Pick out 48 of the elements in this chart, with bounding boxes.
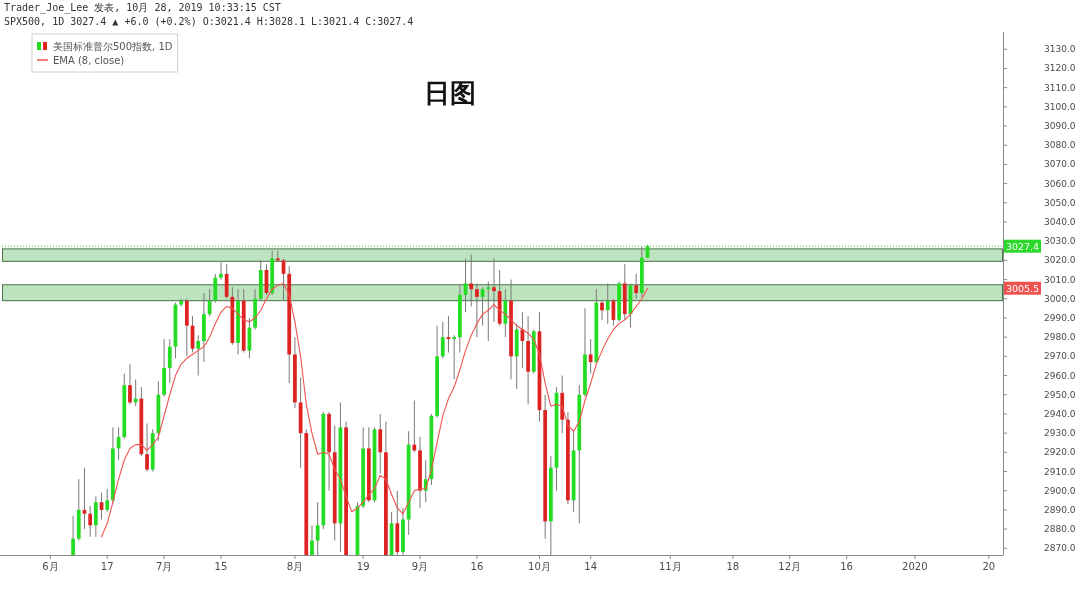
legend-label: 美国标准普尔500指数, 1D xyxy=(53,40,173,52)
x-tick-label: 8月 xyxy=(286,561,304,572)
y-tick-label: 2900.0 xyxy=(1044,485,1076,496)
y-tick-label: 3070.0 xyxy=(1044,159,1076,170)
y-tick-label: 2910.0 xyxy=(1044,466,1076,477)
y-tick-label: 3110.0 xyxy=(1044,82,1076,93)
y-tick-label: 3060.0 xyxy=(1044,178,1076,189)
x-tick-label: 11月 xyxy=(658,561,682,572)
y-tick-label: 2920.0 xyxy=(1044,447,1076,458)
x-tick-label: 9月 xyxy=(411,561,429,572)
x-tick-label: 17 xyxy=(100,561,114,572)
x-tick-label: 10月 xyxy=(528,561,551,572)
x-tick-label: 12月 xyxy=(778,561,802,572)
y-tick-label: 2930.0 xyxy=(1044,428,1076,439)
y-tick-label: 2940.0 xyxy=(1044,408,1076,419)
y-tick-label: 3080.0 xyxy=(1044,140,1076,151)
x-tick-label: 7月 xyxy=(155,561,173,572)
x-tick-label: 15 xyxy=(214,561,228,572)
y-tick-label: 3020.0 xyxy=(1044,255,1076,266)
x-tick-label: 16 xyxy=(470,561,484,572)
x-tick-label: 18 xyxy=(726,561,740,572)
y-tick-label: 2890.0 xyxy=(1044,504,1076,515)
y-tick-label: 2960.0 xyxy=(1044,370,1076,381)
x-tick-label: 16 xyxy=(840,561,853,572)
text: SPX500, 1D 3027.4 ▲ +6.0 (+0.2%) O:3021.4 H:3028.1 L:3021.4 C:3027.4 xyxy=(4,16,414,27)
y-tick-label: 2980.0 xyxy=(1044,332,1076,343)
y-tick-label: 2990.0 xyxy=(1044,312,1076,323)
y-tick-label: 3030.0 xyxy=(1044,236,1076,247)
y-tick-label: 3120.0 xyxy=(1044,63,1076,74)
x-tick-label: 6月 xyxy=(42,561,59,572)
y-tick-label: 2880.0 xyxy=(1044,524,1076,535)
y-tick-label: 3100.0 xyxy=(1044,101,1076,112)
y-tick-label: 3040.0 xyxy=(1044,217,1076,228)
x-tick-label: 2020 xyxy=(902,561,928,572)
legend-label: EMA (8, close) xyxy=(53,54,125,66)
text: 日图 xyxy=(424,78,476,108)
x-tick-label: 20 xyxy=(982,561,996,572)
x-tick-label: 19 xyxy=(356,561,370,572)
y-tick-label: 2970.0 xyxy=(1044,351,1076,362)
y-tick-label: 3010.0 xyxy=(1044,274,1076,285)
y-tick-label: 2870.0 xyxy=(1044,543,1076,554)
text: Trader_Joe_Lee 发表, 10月 28, 2019 10:33:15 CST xyxy=(4,2,281,14)
y-tick-label: 2950.0 xyxy=(1044,389,1076,400)
y-tick-label: 3130.0 xyxy=(1044,44,1076,55)
x-tick-label: 14 xyxy=(584,561,598,572)
y-tick-label: 3090.0 xyxy=(1044,121,1076,132)
y-tick-label: 3050.0 xyxy=(1044,197,1076,208)
y-tick-label: 3000.0 xyxy=(1044,293,1076,304)
